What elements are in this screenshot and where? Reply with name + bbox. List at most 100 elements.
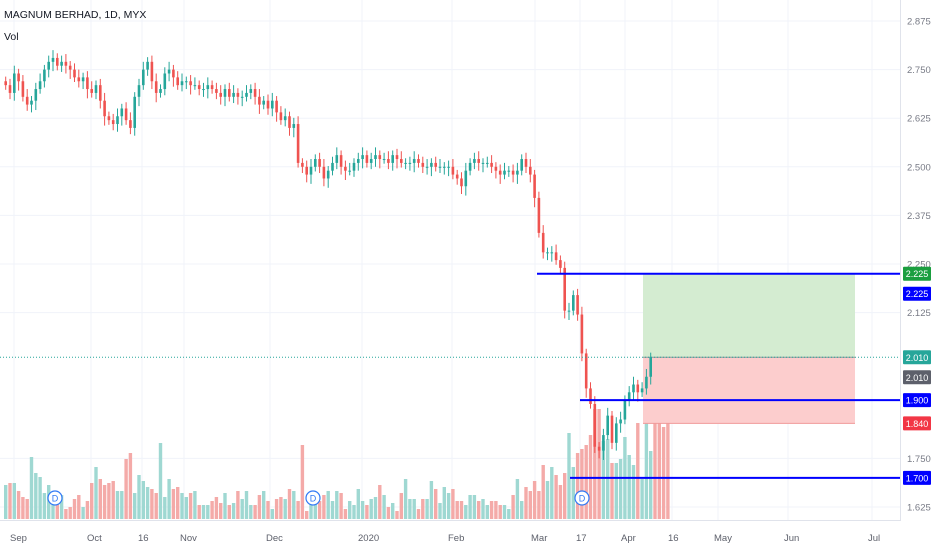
volume-bar [296, 501, 300, 519]
candle-body [451, 166, 455, 175]
candle-body [541, 232, 545, 253]
candle-body [318, 159, 321, 167]
candle-body [344, 166, 347, 171]
y-tick-label: 2.500 [907, 162, 931, 173]
volume-bar [567, 433, 571, 519]
volume-bar [584, 445, 588, 519]
y-tick-label: 1.750 [907, 454, 931, 465]
candle-body [129, 120, 132, 128]
candle-body [365, 155, 369, 163]
volume-bar [184, 497, 188, 519]
candle-body [107, 116, 111, 121]
candle-body [494, 166, 498, 171]
candle-body [176, 77, 179, 86]
volume-bar [575, 453, 580, 519]
dividend-marker-label: D [310, 494, 317, 504]
volume-bar [141, 481, 145, 519]
candle-body [606, 415, 609, 436]
candle-body [253, 89, 257, 97]
volume-bar [360, 501, 365, 519]
volume-bar [580, 449, 584, 519]
candle-body [172, 69, 175, 78]
candle-body [546, 252, 549, 254]
candle-body [378, 155, 382, 160]
candle-body [38, 81, 42, 90]
volume-bar [653, 421, 657, 519]
current-price-badge-text: 2.010 [906, 373, 929, 383]
candle-body [236, 92, 240, 97]
long-position-tool[interactable] [643, 273, 855, 424]
candle-body [142, 69, 145, 86]
volume-bar [266, 501, 270, 519]
volume-bar [640, 479, 644, 519]
volume-bar [455, 501, 459, 519]
volume-bar [481, 499, 485, 519]
volume-bar [326, 491, 330, 519]
candle-body [395, 155, 399, 160]
volume-bar [283, 499, 287, 519]
candle-body [13, 73, 16, 93]
volume-bar [477, 501, 481, 519]
volume-bar [90, 483, 94, 519]
x-tick-label: Jun [784, 533, 799, 544]
volume-bar [201, 505, 206, 519]
candle-body [443, 166, 446, 168]
x-tick-label: Nov [180, 533, 197, 544]
volume-bar [348, 501, 352, 519]
volume-bar [214, 497, 219, 519]
level-low-badge-text: 1.700 [906, 473, 929, 483]
candle-body [369, 159, 373, 163]
candle-body [271, 100, 274, 109]
volume-bar [537, 491, 541, 519]
candle-body [258, 96, 261, 105]
x-tick-label: 16 [668, 533, 679, 544]
volume-bar [416, 509, 421, 519]
candle-body [627, 392, 631, 401]
volume-bar [421, 499, 425, 519]
volume-layer [4, 409, 670, 519]
candle-body [322, 166, 326, 179]
candle-body [460, 178, 463, 187]
candle-body [425, 166, 429, 168]
candle-body [468, 162, 472, 171]
volume-bar [150, 489, 154, 519]
x-tick-label: Apr [621, 533, 636, 544]
candle-body [589, 388, 592, 404]
volume-bar [64, 509, 68, 519]
volume-bar [137, 475, 141, 519]
volume-bar [270, 509, 274, 519]
target-price-badge-text: 2.225 [906, 269, 929, 279]
volume-bar [434, 489, 438, 519]
volume-bar [133, 493, 137, 519]
volume-bar [425, 499, 429, 519]
volume-bar [98, 479, 102, 519]
volume-bar [51, 499, 55, 519]
volume-bar [305, 511, 309, 519]
volume-bar [571, 467, 575, 519]
candle-body [146, 61, 149, 70]
volume-bar [197, 505, 201, 519]
volume-bar [442, 487, 446, 519]
dividend-marker: D [305, 490, 321, 506]
candle-body [464, 170, 468, 187]
candle-body [81, 77, 85, 82]
candle-body [154, 81, 158, 93]
x-tick-label: Mar [531, 533, 547, 544]
candle-body [189, 81, 192, 86]
volume-bar [666, 413, 670, 519]
candle-body [417, 159, 420, 163]
volume-bar [180, 493, 184, 519]
volume-bar [85, 501, 90, 519]
volume-bar [249, 505, 253, 519]
candle-body [348, 170, 351, 172]
level-lines[interactable] [0, 272, 900, 479]
x-tick-label: 17 [576, 533, 587, 544]
volume-bar [72, 499, 77, 519]
candle-body [116, 116, 119, 125]
dividend-marker-label: D [52, 494, 59, 504]
candle-body [602, 435, 605, 451]
current-price-badge: 2.010 [903, 370, 931, 385]
x-tick-label: Sep [10, 533, 27, 544]
